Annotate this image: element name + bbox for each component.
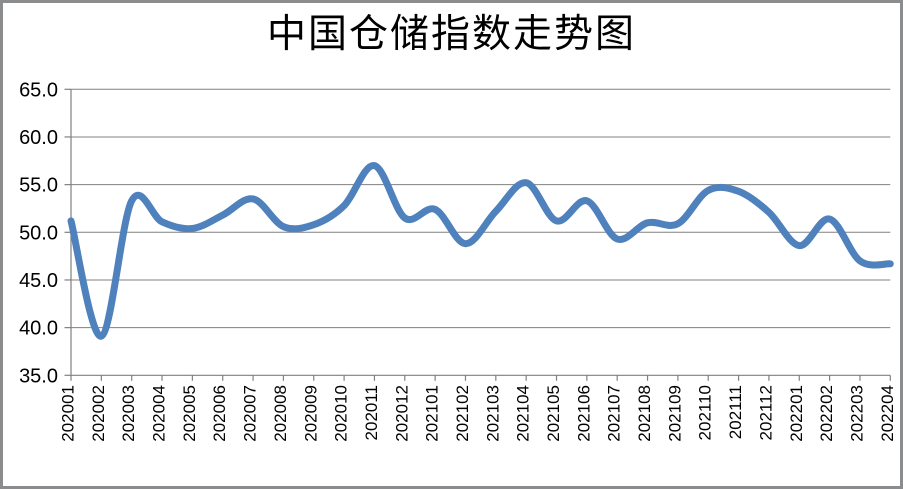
x-tick-label: 202003 <box>119 385 138 442</box>
x-tick-label: 202006 <box>210 385 229 442</box>
x-tick-label: 202110 <box>696 385 715 440</box>
y-tick-label: 50.0 <box>19 222 58 244</box>
y-tick-label: 35.0 <box>19 365 58 387</box>
x-tick-label: 202011 <box>362 385 381 440</box>
x-tick-label: 202112 <box>756 385 775 440</box>
x-tick-label: 202102 <box>453 385 472 442</box>
y-tick-label: 60.0 <box>19 127 58 149</box>
x-tick-label: 202109 <box>665 385 684 442</box>
x-tick-label: 202204 <box>878 385 897 442</box>
y-tick-label: 45.0 <box>19 270 58 292</box>
x-tick-label: 202007 <box>241 385 260 442</box>
x-tick-label: 202009 <box>301 385 320 442</box>
x-tick-label: 202201 <box>787 385 806 442</box>
x-tick-label: 202008 <box>271 385 290 442</box>
y-tick-label: 55.0 <box>19 175 58 197</box>
x-tick-label: 202107 <box>605 385 624 442</box>
x-tick-label: 202103 <box>483 385 502 442</box>
x-tick-label: 202104 <box>514 385 533 442</box>
x-tick-label: 202105 <box>544 385 563 442</box>
index-trend-line <box>67 162 894 340</box>
x-tick-label: 202101 <box>423 385 442 442</box>
x-tick-label: 202005 <box>180 385 199 442</box>
x-tick-label: 202106 <box>574 385 593 442</box>
x-tick-label: 202004 <box>150 385 169 442</box>
x-tick-label: 202012 <box>392 385 411 442</box>
chart-title: 中国仓储指数走势图 <box>266 12 636 57</box>
y-tick-label: 40.0 <box>19 318 58 340</box>
x-tick-label: 202002 <box>89 385 108 442</box>
y-tick-label: 65.0 <box>19 79 58 101</box>
x-tick-label: 202203 <box>847 385 866 442</box>
x-tick-label: 202001 <box>59 385 78 442</box>
x-tick-label: 202111 <box>726 385 745 439</box>
x-tick-label: 202202 <box>817 385 836 442</box>
x-tick-label: 202010 <box>332 385 351 442</box>
x-tick-label: 202108 <box>635 385 654 442</box>
